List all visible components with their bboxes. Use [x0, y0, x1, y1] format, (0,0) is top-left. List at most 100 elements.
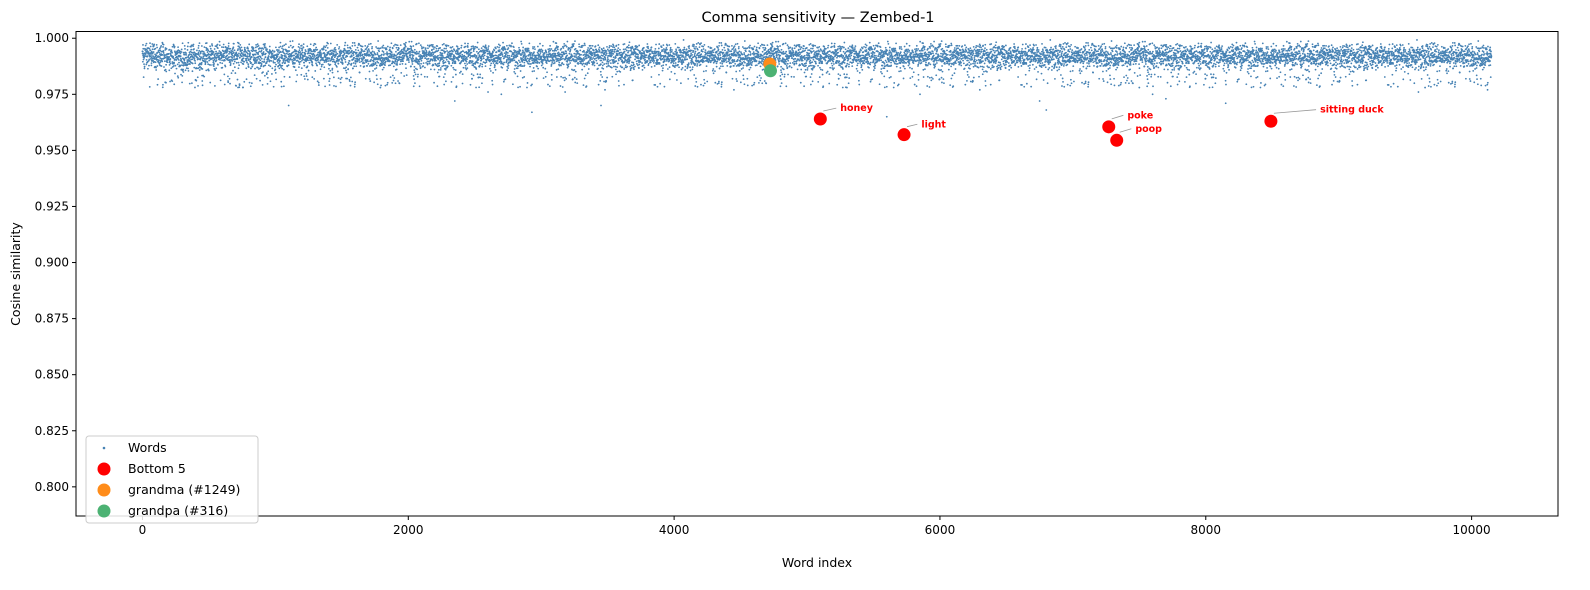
- word-point: [271, 49, 274, 52]
- word-point: [410, 40, 413, 43]
- word-point: [671, 49, 673, 51]
- word-point: [636, 45, 639, 48]
- word-point: [189, 53, 191, 56]
- word-point: [227, 80, 229, 82]
- word-point: [282, 48, 285, 51]
- word-point: [403, 55, 406, 57]
- word-point: [366, 64, 369, 67]
- word-point: [799, 64, 802, 67]
- word-point: [725, 71, 728, 74]
- word-point: [259, 59, 262, 62]
- word-point: [236, 78, 239, 81]
- word-point: [707, 45, 710, 48]
- word-point: [233, 60, 236, 63]
- word-point: [400, 71, 403, 74]
- word-point: [274, 65, 277, 68]
- word-point: [299, 51, 302, 53]
- word-point: [308, 61, 311, 64]
- word-point: [369, 80, 372, 82]
- word-point: [436, 85, 439, 88]
- word-point: [680, 82, 682, 85]
- word-point: [280, 51, 282, 54]
- word-point: [223, 56, 225, 59]
- word-point: [561, 54, 564, 57]
- word-point: [785, 50, 788, 53]
- word-point: [742, 64, 745, 67]
- word-point: [721, 49, 724, 51]
- word-point: [395, 46, 398, 49]
- word-point: [476, 46, 479, 49]
- word-point: [408, 40, 411, 43]
- word-point: [590, 47, 593, 50]
- word-point: [264, 42, 266, 45]
- word-point: [163, 66, 165, 68]
- word-point: [328, 84, 331, 86]
- word-point: [220, 51, 223, 54]
- word-point: [401, 63, 404, 65]
- word-point: [749, 51, 752, 53]
- word-point: [170, 67, 173, 70]
- word-point: [609, 59, 611, 62]
- word-point: [412, 57, 415, 60]
- word-point: [638, 63, 641, 66]
- word-point: [219, 79, 222, 82]
- word-point: [314, 50, 316, 53]
- word-point: [566, 40, 569, 43]
- word-point: [489, 64, 492, 67]
- word-point: [437, 68, 440, 71]
- word-point: [219, 61, 222, 64]
- word-point: [632, 63, 635, 66]
- word-point: [471, 60, 474, 63]
- word-point: [693, 44, 695, 46]
- word-point: [223, 83, 226, 86]
- word-point: [341, 62, 344, 65]
- word-point: [448, 62, 451, 65]
- word-point: [733, 60, 736, 63]
- word-point: [623, 50, 626, 53]
- word-point: [454, 60, 457, 63]
- word-point: [312, 44, 315, 47]
- word-point: [207, 69, 210, 72]
- word-point: [481, 65, 484, 68]
- word-point: [175, 58, 178, 61]
- word-point: [143, 56, 146, 59]
- word-point: [306, 65, 309, 68]
- word-point: [778, 60, 781, 63]
- word-point: [193, 53, 195, 56]
- word-point: [567, 63, 570, 66]
- word-point: [333, 84, 335, 87]
- word-point: [666, 44, 669, 47]
- word-point: [738, 69, 741, 72]
- word-point: [344, 58, 347, 61]
- word-point: [786, 62, 789, 65]
- word-point: [391, 74, 394, 77]
- word-point: [494, 47, 497, 50]
- word-point: [145, 42, 148, 45]
- word-point: [601, 61, 604, 64]
- word-point: [752, 48, 755, 51]
- word-point: [717, 54, 720, 57]
- word-point: [593, 64, 596, 67]
- word-point: [704, 51, 707, 54]
- word-point: [320, 54, 322, 57]
- word-point: [616, 54, 619, 57]
- word-point: [523, 76, 526, 78]
- word-point: [429, 51, 431, 54]
- word-point: [198, 54, 200, 56]
- word-point: [511, 83, 514, 86]
- word-point: [785, 64, 788, 67]
- word-point: [730, 50, 733, 53]
- word-point: [655, 54, 658, 57]
- word-point: [339, 78, 342, 80]
- word-point: [599, 70, 602, 73]
- word-point: [408, 61, 410, 64]
- word-point: [507, 67, 510, 69]
- word-point: [396, 44, 399, 47]
- word-point: [682, 61, 685, 64]
- word-point: [475, 50, 478, 53]
- word-point: [805, 64, 807, 67]
- word-point: [249, 54, 251, 56]
- word-point: [484, 51, 487, 54]
- word-point: [612, 58, 615, 61]
- word-point: [796, 68, 799, 71]
